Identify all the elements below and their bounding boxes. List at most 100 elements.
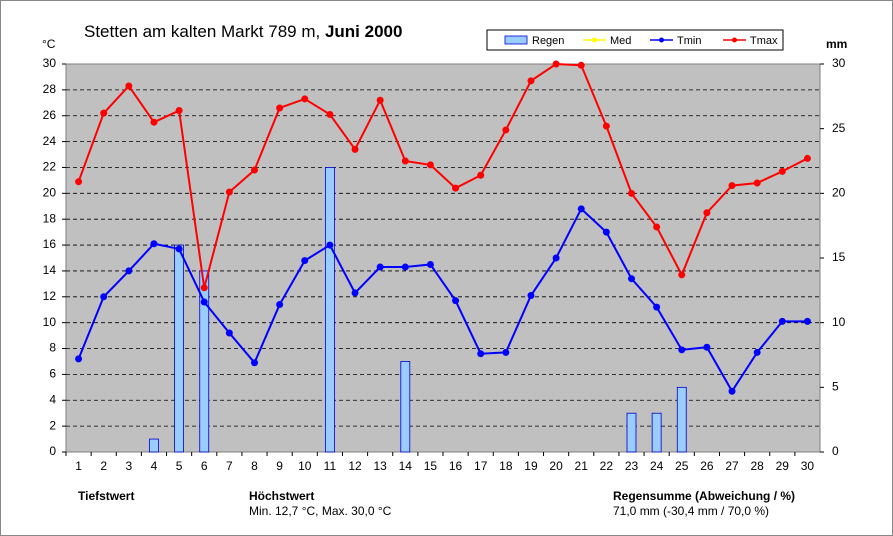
- point: [326, 110, 334, 118]
- point: [426, 161, 434, 169]
- x-tick-label: 2: [100, 459, 107, 473]
- point: [376, 263, 384, 271]
- bar: [626, 412, 637, 453]
- point: [477, 350, 485, 358]
- point: [225, 329, 233, 337]
- point: [628, 189, 635, 197]
- legend: [486, 29, 784, 51]
- x-tick-label: 26: [700, 459, 714, 473]
- y-tick-label: 0: [49, 444, 56, 458]
- y2-tick-label: 20: [832, 186, 846, 200]
- point: [527, 77, 535, 85]
- point: [150, 240, 158, 248]
- x-tick-label: 14: [399, 459, 413, 473]
- y-tick-label: 22: [43, 160, 57, 174]
- point: [452, 297, 460, 305]
- x-tick-label: 24: [650, 459, 664, 473]
- x-tick-label: 1: [75, 459, 82, 473]
- footer-label: Höchstwert: [249, 489, 314, 503]
- x-tick-label: 4: [151, 459, 158, 473]
- point: [678, 346, 686, 354]
- y2-tick-label: 25: [832, 121, 846, 135]
- point: [803, 317, 811, 325]
- point: [175, 245, 183, 253]
- footer-text: Min. 12,7 °C, Max. 30,0 °C: [249, 504, 392, 518]
- plot-area: [65, 63, 821, 453]
- point: [552, 60, 560, 68]
- x-tick-label: 3: [125, 459, 132, 473]
- x-tick-label: 7: [226, 459, 233, 473]
- point: [100, 109, 108, 117]
- bar: [199, 270, 210, 453]
- point: [251, 359, 258, 367]
- point: [602, 122, 610, 130]
- point: [125, 82, 133, 90]
- point: [401, 263, 409, 271]
- point: [75, 355, 83, 363]
- y2-tick-label: 10: [832, 315, 846, 329]
- point: [502, 126, 510, 134]
- point: [200, 298, 208, 306]
- x-tick-label: 16: [449, 459, 463, 473]
- x-tick-label: 17: [474, 459, 488, 473]
- x-tick-label: 22: [600, 459, 614, 473]
- y2-tick-label: 5: [832, 380, 839, 394]
- point: [628, 275, 635, 283]
- point: [753, 348, 761, 356]
- point: [100, 293, 108, 301]
- legend-swatch: [504, 35, 528, 45]
- x-tick-label: 29: [776, 459, 790, 473]
- point: [577, 61, 585, 69]
- point: [276, 301, 284, 309]
- legend-swatch: [592, 37, 597, 43]
- y-tick-label: 28: [43, 82, 57, 96]
- x-tick-label: 9: [276, 459, 283, 473]
- point: [703, 343, 711, 351]
- point: [351, 145, 359, 153]
- y-tick-label: 10: [43, 315, 57, 329]
- y-tick-label: 20: [43, 186, 57, 200]
- x-tick-label: 21: [575, 459, 589, 473]
- x-tick-label: 13: [373, 459, 387, 473]
- y-tick-label: 4: [49, 392, 56, 406]
- bar: [174, 244, 185, 453]
- point: [301, 257, 309, 265]
- x-tick-label: 5: [176, 459, 183, 473]
- point: [125, 267, 133, 275]
- y-tick-label: 12: [43, 289, 57, 303]
- point: [351, 289, 359, 297]
- point: [75, 178, 83, 186]
- y-tick-label: 24: [43, 134, 57, 148]
- y-tick-label: 30: [43, 56, 57, 70]
- y-tick-label: 6: [49, 367, 56, 381]
- y-tick-label: 2: [49, 418, 56, 432]
- footer-label: Tiefstwert: [78, 489, 134, 503]
- bar: [400, 361, 411, 453]
- point: [602, 228, 610, 236]
- legend-label: Med: [610, 35, 631, 47]
- x-tick-label: 28: [750, 459, 764, 473]
- y-tick-label: 16: [43, 237, 57, 251]
- point: [527, 292, 535, 300]
- point: [251, 166, 258, 174]
- x-tick-label: 30: [801, 459, 815, 473]
- x-tick-label: 18: [499, 459, 513, 473]
- legend-swatch: [659, 37, 664, 43]
- legend-swatch: [732, 37, 737, 43]
- x-tick-label: 19: [524, 459, 538, 473]
- y2-axis-label: mm: [826, 37, 847, 51]
- footer-label: Regensumme (Abweichung / %): [613, 489, 795, 503]
- point: [728, 182, 736, 190]
- legend-label: Regen: [532, 35, 564, 47]
- point: [728, 387, 736, 395]
- point: [175, 107, 183, 115]
- y2-tick-label: 0: [832, 444, 839, 458]
- point: [753, 179, 761, 187]
- legend-label: Tmin: [677, 35, 701, 47]
- y-tick-label: 26: [43, 108, 57, 122]
- point: [326, 241, 334, 249]
- y-tick-label: 14: [43, 263, 57, 277]
- point: [477, 171, 485, 179]
- point: [778, 167, 786, 175]
